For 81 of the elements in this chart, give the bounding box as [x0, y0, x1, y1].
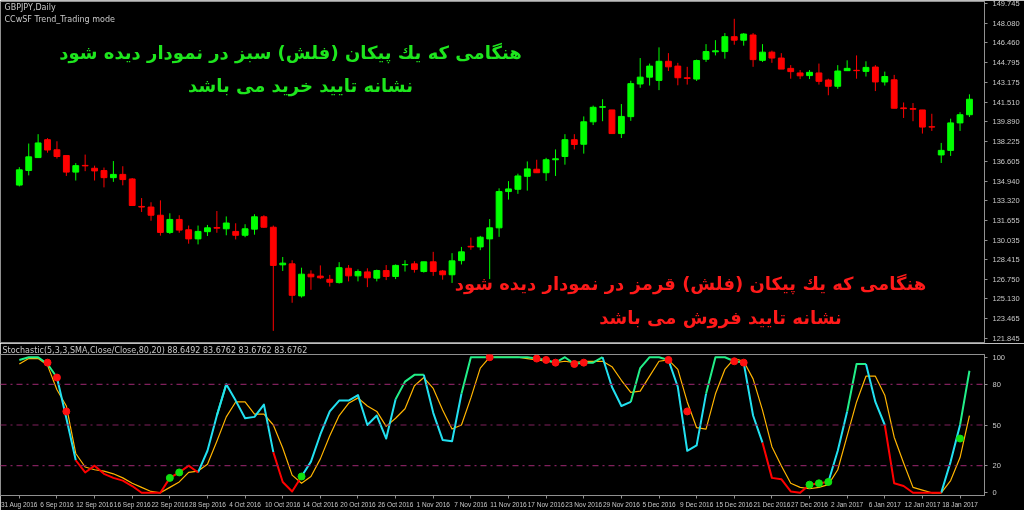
candlestick	[956, 111, 964, 132]
candlestick	[25, 143, 33, 176]
point	[62, 407, 71, 416]
candlestick	[646, 63, 654, 87]
point	[52, 373, 61, 382]
candlestick	[298, 267, 305, 299]
point	[175, 468, 184, 477]
candlestick	[599, 98, 606, 122]
candlestick	[251, 213, 258, 236]
candlestick	[523, 160, 531, 192]
point	[683, 407, 692, 416]
candlestick	[730, 18, 738, 46]
point	[824, 477, 833, 486]
candlestick	[222, 215, 230, 236]
candlestick	[335, 261, 343, 285]
candlestick	[589, 105, 597, 126]
candlestick	[166, 212, 174, 235]
candlestick	[53, 140, 61, 160]
candlestick	[871, 64, 879, 92]
candlestick	[919, 109, 926, 135]
candlestick	[100, 167, 108, 188]
point	[739, 358, 748, 367]
point	[814, 479, 823, 488]
candlestick	[429, 251, 437, 277]
candlestick	[937, 142, 945, 164]
candlestick	[363, 267, 371, 288]
candlestick	[721, 32, 729, 60]
candlestick	[900, 101, 908, 119]
point	[805, 480, 814, 489]
candlestick	[505, 180, 512, 201]
candlestick	[608, 109, 616, 135]
candlestick	[467, 237, 475, 251]
point	[43, 358, 52, 367]
point	[579, 358, 588, 367]
candlestick	[561, 133, 569, 166]
candlestick	[542, 157, 550, 182]
candlestick	[401, 259, 409, 273]
candlestick	[862, 60, 870, 78]
candlestick	[617, 103, 625, 139]
point	[570, 360, 579, 368]
text: CCwSF Trend_Trading mode	[4, 14, 115, 24]
annotation: نشانه تایید فروش می باشد	[599, 307, 842, 329]
point	[542, 355, 551, 364]
candlestick	[157, 199, 164, 237]
point	[532, 354, 541, 363]
candlestick	[909, 102, 917, 122]
candlestick	[109, 160, 117, 183]
point	[551, 358, 560, 367]
point	[664, 355, 673, 364]
candlestick	[702, 43, 710, 63]
candlestick	[486, 218, 494, 280]
candlestick	[552, 148, 559, 177]
candlestick	[636, 57, 644, 89]
candlestick	[514, 173, 522, 195]
point	[956, 434, 965, 443]
chart-title: GBPJPY,Daily	[4, 2, 56, 12]
annotation: هنگامی که یك پیکان (فلش) قرمز در نمودار دیده شود	[454, 273, 927, 295]
candlestick	[655, 46, 663, 91]
point	[730, 357, 739, 366]
candlestick	[815, 63, 823, 86]
point	[165, 473, 174, 482]
chart-title: Stochastic(5,3,3,SMA,Close/Close,80,20) 88.6492 83.6762 83.6762 83.6762	[2, 345, 308, 355]
candlestick	[62, 155, 70, 177]
candlestick	[307, 269, 315, 291]
candlestick	[966, 93, 973, 118]
candlestick	[354, 268, 362, 282]
point	[297, 472, 306, 481]
candlestick	[213, 210, 221, 234]
candlestick	[674, 62, 682, 86]
candlestick	[796, 69, 804, 80]
annotation: هنگامی که یك پیکان (فلش) سبز در نمودار دیده شود	[59, 42, 522, 64]
candlestick	[580, 115, 588, 155]
annotation: نشانه تایید خرید می باشد	[188, 75, 413, 97]
candlestick	[147, 201, 155, 222]
candlestick	[34, 133, 42, 159]
candlestick	[119, 165, 127, 186]
point	[485, 354, 494, 362]
candlestick	[834, 64, 842, 90]
candlestick	[185, 225, 193, 245]
candlestick	[194, 225, 202, 245]
candlestick	[448, 252, 456, 284]
